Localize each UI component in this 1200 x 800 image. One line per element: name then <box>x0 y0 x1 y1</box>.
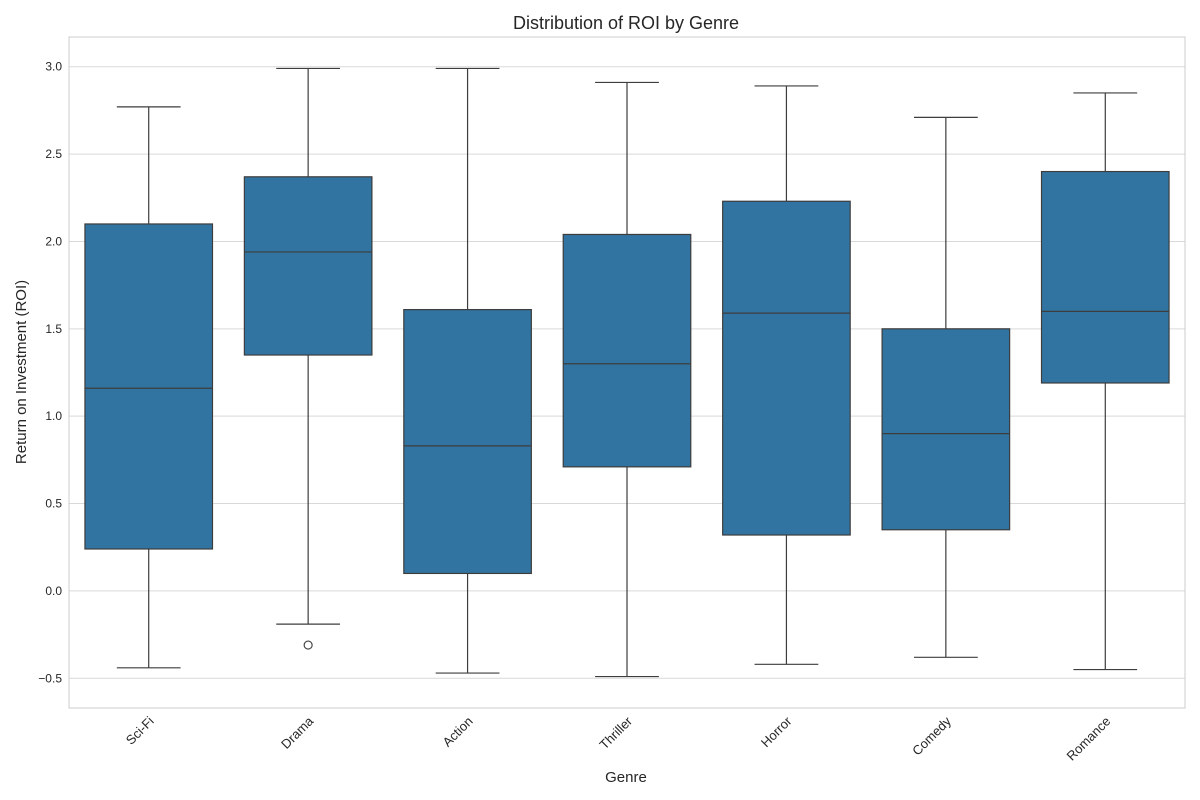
box-comedy <box>881 116 1011 658</box>
iqr-box <box>722 200 851 536</box>
y-tick-label: 3.0 <box>45 60 62 74</box>
y-tick-labels: −0.5 0.0 0.5 1.0 1.5 2.0 2.5 3.0 <box>38 60 62 686</box>
box-sci-fi <box>84 106 214 669</box>
outlier-point <box>303 640 313 650</box>
y-tick-label: 2.0 <box>45 234 62 248</box>
iqr-box <box>403 308 532 575</box>
box-drama <box>243 67 373 650</box>
y-tick-label: 0.0 <box>45 584 62 598</box>
x-axis-label: Genre <box>605 769 647 786</box>
box-thriller <box>562 81 692 678</box>
y-tick-label: 1.0 <box>45 409 62 423</box>
plot-frame <box>68 36 1186 709</box>
y-tick-label: 2.5 <box>45 147 62 161</box>
y-tick-label: 1.5 <box>45 322 62 336</box>
iqr-box <box>881 328 1011 531</box>
iqr-box <box>84 223 214 550</box>
y-tick-label: 0.5 <box>45 497 62 511</box>
iqr-box <box>562 233 692 468</box>
boxes-layer <box>84 67 1170 678</box>
chart-title: Distribution of ROI by Genre <box>513 13 739 33</box>
iqr-box <box>1040 170 1170 384</box>
box-action <box>403 67 532 674</box>
iqr-box <box>243 176 373 356</box>
y-tick-label: −0.5 <box>38 671 62 685</box>
box-romance <box>1040 92 1170 671</box>
y-axis-label: Return on Investment (ROI) <box>13 280 30 464</box>
box-horror <box>722 85 851 665</box>
